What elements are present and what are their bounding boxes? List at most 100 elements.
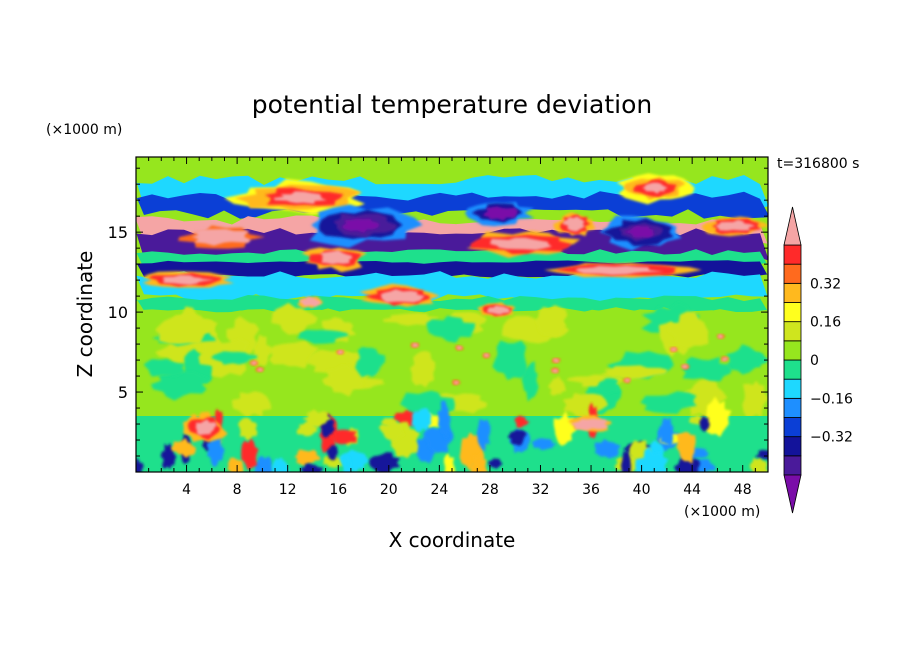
small-anomaly [552, 358, 560, 363]
boundary-patch [754, 450, 768, 460]
colorbar-segment [783, 321, 802, 342]
boundary-patch [594, 439, 621, 459]
mid-patch [681, 356, 732, 382]
mid-patch [668, 311, 709, 349]
boundary-patch [237, 417, 258, 441]
small-anomaly [681, 364, 689, 369]
small-anomaly [721, 357, 729, 362]
x-tick-label: 16 [329, 482, 347, 498]
boundary-patch [302, 409, 332, 427]
boundary-patch [206, 434, 225, 468]
small-anomaly [551, 368, 559, 373]
warm-anomaly [486, 305, 511, 315]
x-tick-label: 48 [734, 482, 752, 498]
y-axis-label: Z coordinate [73, 251, 97, 378]
x-tick-label: 4 [182, 482, 191, 498]
colorbar-segment [783, 378, 802, 399]
mid-patch [492, 340, 528, 381]
mid-patch [355, 346, 386, 378]
upper-cold-band [136, 191, 768, 219]
mid-patch [535, 305, 568, 338]
mid-patch [252, 334, 273, 367]
colorbar-segment [783, 302, 802, 323]
x-tick-label: 44 [683, 482, 701, 498]
chart-title: potential temperature deviation [252, 90, 652, 119]
warm-anomaly [273, 191, 327, 204]
warm-anomaly [562, 216, 585, 232]
boundary-patch [553, 410, 577, 446]
mid-patch [143, 358, 186, 377]
mid-patch [268, 340, 320, 369]
colorbar-tick-label: −0.32 [810, 430, 853, 446]
mid-patch [562, 393, 609, 420]
colorbar-segment [783, 397, 802, 418]
boundary-patch [437, 400, 451, 441]
boundary-patch [254, 455, 274, 472]
mid-patch [321, 364, 364, 397]
colorbar-min-arrow [783, 474, 802, 514]
y-unit-label: (×1000 m) [46, 122, 122, 138]
x-tick-label: 36 [582, 482, 600, 498]
boundary-patch [171, 437, 196, 458]
x-unit-label: (×1000 m) [684, 504, 760, 520]
mid-patch [382, 313, 440, 326]
colorbar-tick-label: 0.32 [810, 276, 841, 292]
mid-patch [595, 378, 619, 395]
cool-band [136, 271, 768, 302]
mid-patch [410, 350, 436, 388]
boundary-patch [326, 444, 338, 461]
boundary-patch [487, 458, 503, 469]
colorbar-tick-label: −0.16 [810, 391, 853, 407]
warm-anomaly [195, 419, 217, 436]
boundary-patch [378, 422, 405, 443]
colorbar-segment [783, 417, 802, 438]
warm-anomaly [715, 219, 756, 231]
boundary-patch [343, 455, 352, 472]
boundary-patch [635, 446, 669, 472]
y-tick-label: 5 [118, 383, 128, 402]
warm-anomaly [380, 289, 425, 303]
mid-patch [211, 351, 258, 365]
boundary-patch [369, 452, 401, 472]
colorbar-tick-label: 0 [810, 353, 819, 369]
colorbar-tick-label: 0.16 [810, 315, 841, 331]
boundary-patch [227, 457, 244, 472]
mid-patch [742, 380, 768, 418]
plot-area [136, 157, 768, 472]
boundary-patch [294, 449, 321, 466]
small-anomaly [456, 345, 463, 350]
warm-anomaly [575, 265, 665, 275]
boundary-patch [443, 452, 456, 472]
x-tick-label: 24 [430, 482, 448, 498]
boundary-patch [476, 419, 491, 452]
mid-patch [150, 371, 210, 401]
boundary-patch [272, 457, 290, 472]
mid-patch [232, 391, 272, 418]
colorbar-segment [783, 282, 802, 303]
boundary-patch [136, 458, 144, 472]
mid-patch [547, 376, 567, 396]
small-anomaly [670, 347, 678, 352]
boundary-patch [507, 429, 527, 446]
colorbar-segment [783, 455, 802, 476]
x-tick-label: 28 [481, 482, 499, 498]
mid-patch [725, 344, 768, 375]
small-anomaly [250, 361, 258, 365]
colorbar-segment [783, 436, 802, 457]
mid-patch [426, 315, 476, 343]
small-anomaly [624, 378, 631, 383]
boundary-patch [411, 408, 432, 433]
small-anomaly [717, 334, 724, 339]
colorbar-max-arrow [783, 206, 802, 246]
x-tick-label: 32 [532, 482, 550, 498]
colorbar-segment [783, 244, 802, 265]
cold-anomaly [483, 206, 518, 221]
small-anomaly [452, 380, 460, 385]
colorbar: 0.32 0.16 0 −0.16 −0.32 [783, 206, 853, 514]
warm-anomaly [642, 182, 668, 194]
cold-anomaly [341, 218, 380, 233]
boundary-patch [299, 463, 324, 472]
warm-anomaly [299, 296, 322, 307]
warm-anomaly [570, 418, 609, 431]
